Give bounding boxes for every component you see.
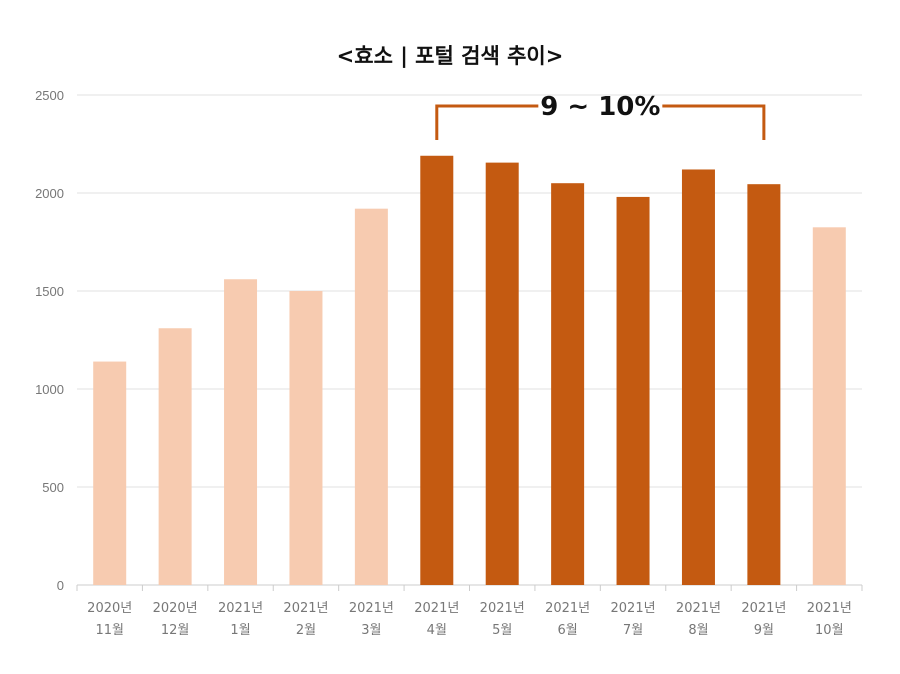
x-tick-label-month: 8월 — [688, 623, 708, 638]
x-tick-label-month: 12월 — [161, 623, 190, 638]
x-tick-label-month: 7월 — [623, 623, 643, 638]
y-tick-label: 500 — [42, 480, 64, 495]
y-tick-label: 2500 — [35, 88, 64, 103]
y-tick-label: 1500 — [35, 284, 64, 299]
x-tick-label-month: 2월 — [296, 623, 316, 638]
x-tick-label-month: 9월 — [754, 623, 774, 638]
x-tick-label-year: 2021년 — [611, 601, 656, 616]
x-tick-label-year: 2021년 — [741, 601, 786, 616]
bar — [158, 328, 192, 585]
annotation-bracket: 9 ~ 10% — [435, 92, 766, 140]
bracket-left — [435, 104, 539, 140]
x-tick-label-month: 1월 — [230, 623, 250, 638]
x-tick-label-month: 5월 — [492, 623, 512, 638]
y-tick-label: 1000 — [35, 382, 64, 397]
gridlines — [77, 94, 862, 586]
bar — [616, 196, 650, 586]
x-tick-label-year: 2021년 — [349, 601, 394, 616]
x-tick-label-year: 2021년 — [218, 601, 263, 616]
x-tick-label-month: 3월 — [361, 623, 381, 638]
bar — [747, 184, 781, 585]
x-tick-label-year: 2021년 — [676, 601, 721, 616]
x-tick-label-month: 10월 — [815, 623, 844, 638]
bar — [681, 169, 715, 586]
bar — [289, 291, 323, 585]
bar — [485, 162, 519, 585]
x-tick-label-year: 2020년 — [87, 601, 132, 616]
x-tick-label-year: 2021년 — [480, 601, 525, 616]
y-tick-label: 0 — [57, 578, 64, 593]
x-tick-label-year: 2021년 — [283, 601, 328, 616]
bracket-right — [662, 104, 766, 140]
bar — [551, 183, 585, 585]
y-tick-label: 2000 — [35, 186, 64, 201]
bars — [93, 155, 846, 586]
x-axis-ticks: 2020년 11월 2020년 12월 2021년 1월 2021년 2월 2021년 3월 202… — [76, 585, 863, 638]
bar — [420, 155, 454, 585]
y-axis-ticks: 0 500 1000 1500 2000 2500 — [35, 88, 64, 593]
chart-title: <효소 | 포털 검색 추이> — [337, 44, 564, 69]
bar — [812, 227, 846, 586]
x-tick-label-year: 2021년 — [414, 601, 459, 616]
x-tick-label-month: 11월 — [95, 623, 124, 638]
annotation-label: 9 ~ 10% — [540, 92, 660, 122]
x-tick-label-month: 4월 — [427, 623, 447, 638]
x-tick-label-month: 6월 — [558, 623, 578, 638]
x-tick-label-year: 2021년 — [807, 601, 852, 616]
bar — [224, 279, 258, 585]
x-tick-label-year: 2020년 — [153, 601, 198, 616]
bar — [93, 361, 127, 585]
bar — [354, 208, 388, 585]
x-tick-label-year: 2021년 — [545, 601, 590, 616]
